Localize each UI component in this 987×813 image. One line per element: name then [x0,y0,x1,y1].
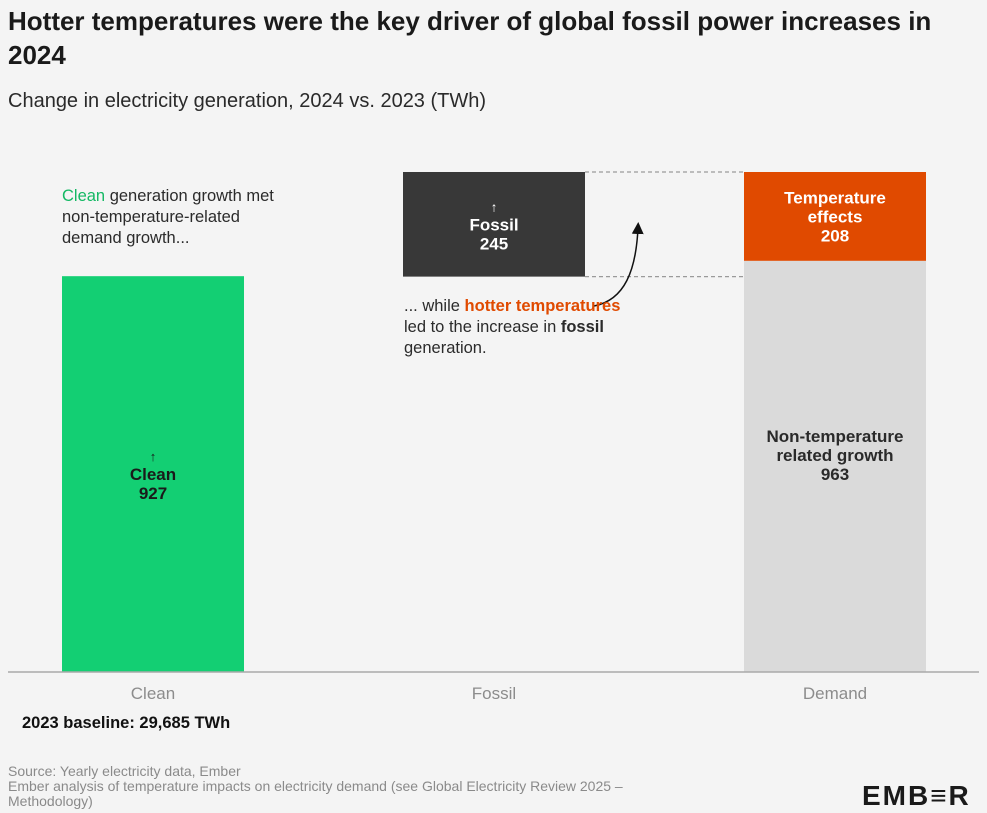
bar-label-temperature-effects-2: 208 [821,226,849,245]
clean-annotation-text: generation growth met non-temperature-re… [62,187,274,247]
source-line-3: Methodology) [8,793,93,809]
chart-subtitle: Change in electricity generation, 2024 v… [8,90,487,112]
source-note: Source: Yearly electricity data, Ember E… [8,764,828,809]
fossil-annotation: ... while hotter temperatures led to the… [404,296,629,359]
fossil-annotation-part2: led to the increase in [404,318,561,336]
fossil-bold: fossil [560,318,604,336]
annotation-arrow [593,222,644,307]
x-tick-clean: Clean [131,684,175,703]
bar-fossil [403,172,585,277]
clean-highlight: Clean [62,187,106,205]
connector-lines [585,171,744,278]
clean-annotation: Clean generation growth met non-temperat… [62,186,302,249]
bar-label-temperature-effects-0: Temperature [784,188,886,207]
bar-label-non-temperature-related-growth-2: 963 [821,465,849,484]
bar-label-non-temperature-related-growth-1: related growth [776,446,893,465]
hot-highlight: hotter temperatures [464,297,621,315]
x-tick-demand: Demand [803,684,867,703]
ember-logo: EMB≡R [862,780,971,811]
fossil-annotation-part1: ... while [404,297,465,315]
bar-labels-layer: ↑Clean927↑Fossil245Non-temperaturerelate… [130,188,904,503]
bar-label-clean-1: Clean [130,465,176,484]
source-line-2: Ember analysis of temperature impacts on… [8,778,623,794]
bar-clean [62,276,244,672]
bar-temperature-effects [744,172,926,261]
bar-label-clean-0: ↑ [150,449,157,464]
bar-label-fossil-0: ↑ [491,199,498,214]
bar-label-clean-2: 927 [139,484,167,503]
baseline-label: 2023 baseline: 29,685 TWh [22,714,231,732]
x-tick-fossil: Fossil [472,684,516,703]
chart-title: Hotter temperatures were the key driver … [8,6,932,70]
fossil-annotation-part3: generation. [404,339,487,357]
bar-label-fossil-2: 245 [480,234,508,253]
bars-layer [62,172,926,672]
bar-label-non-temperature-related-growth-0: Non-temperature [767,427,904,446]
bar-non-temperature-related-growth [744,260,926,672]
source-line-1: Source: Yearly electricity data, Ember [8,763,241,779]
bar-label-temperature-effects-1: effects [808,207,863,226]
x-tick-labels: Clean Fossil Demand [131,684,867,703]
bar-label-fossil-1: Fossil [469,215,518,234]
